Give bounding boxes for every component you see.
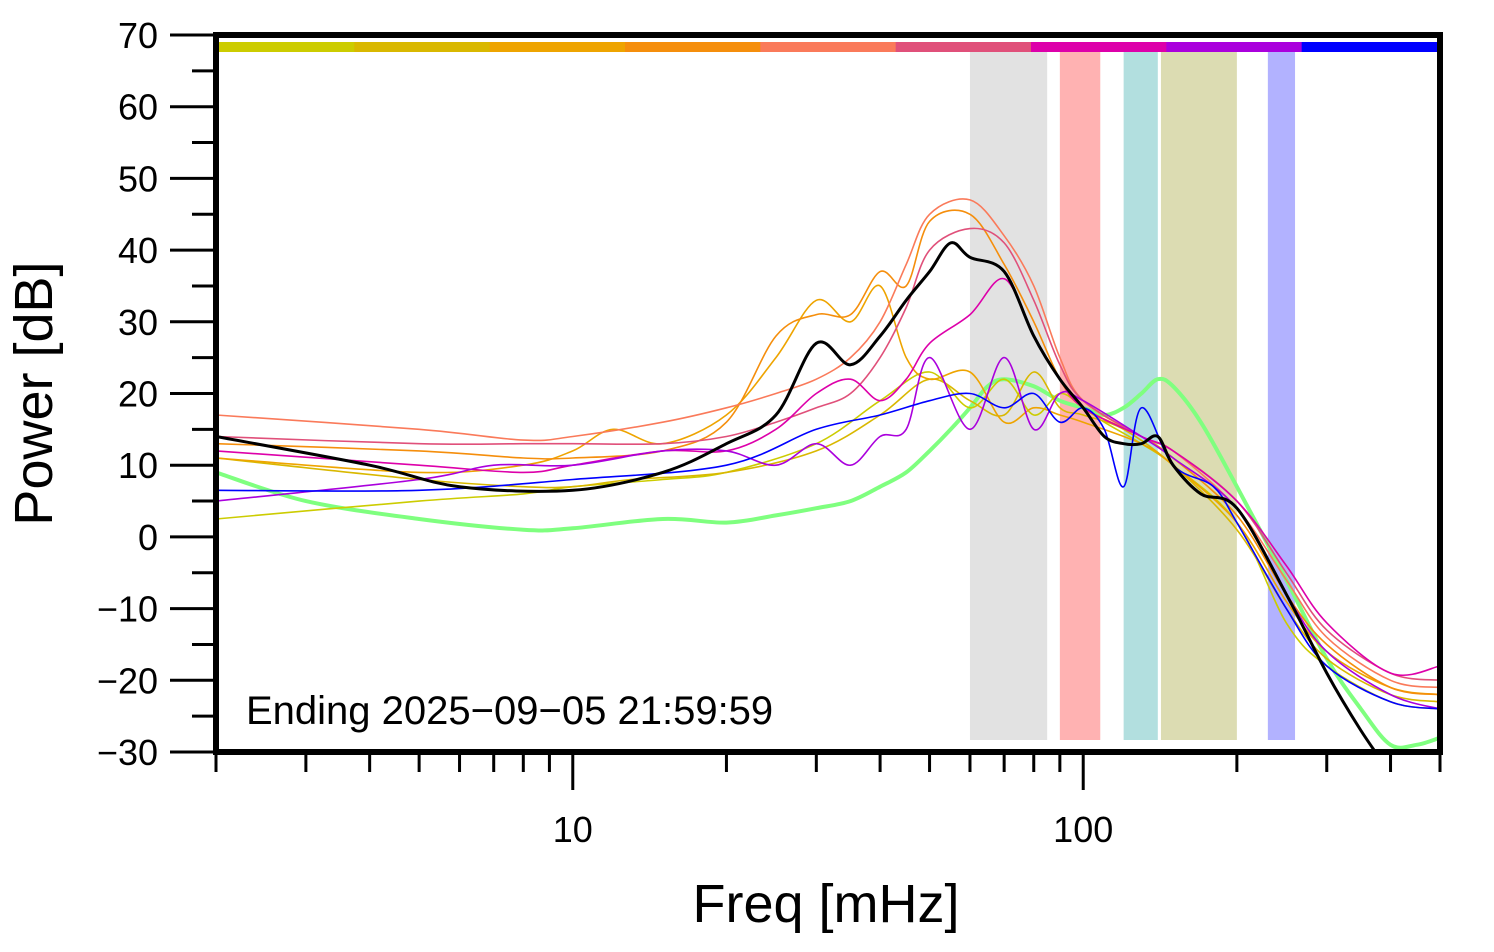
color-bar-segment-5: [895, 42, 1032, 52]
y-tick-label: 40: [118, 230, 158, 271]
top-color-bar: [219, 42, 1438, 52]
y-tick-label: 30: [118, 302, 158, 343]
color-bar-segment-8: [1301, 42, 1438, 52]
ending-timestamp: Ending 2025−09−05 21:59:59: [246, 689, 773, 733]
band-4: [1267, 52, 1296, 740]
y-tick-label: 70: [118, 15, 158, 56]
color-bar-segment-0: [219, 42, 355, 52]
y-tick-label: −30: [97, 732, 158, 773]
x-tick-label: 100: [1053, 809, 1113, 850]
y-axis-title: Power [dB]: [4, 261, 64, 525]
color-bar-segment-1: [354, 42, 491, 52]
series-lines: [216, 198, 1440, 752]
plot-frame: [213, 32, 1443, 755]
x-axis-title: Freq [mHz]: [692, 874, 959, 934]
y-tick-label: 60: [118, 87, 158, 128]
y-axis: −30 −20 −10 0 10 20 30 40 50 60 70: [97, 15, 216, 773]
y-tick-label: 20: [118, 374, 158, 415]
y-tick-label: −20: [97, 660, 158, 701]
color-bar-segment-2: [489, 42, 626, 52]
series-line-4: [216, 209, 1440, 696]
frequency-bands: [969, 52, 1296, 740]
color-bar-segment-7: [1166, 42, 1303, 52]
band-3: [1160, 52, 1237, 740]
y-tick-label: −10: [97, 589, 158, 630]
band-1: [1059, 52, 1101, 740]
y-tick-label: 50: [118, 158, 158, 199]
x-axis: 10 100: [214, 752, 1442, 850]
color-bar-segment-6: [1031, 42, 1167, 52]
y-tick-label: 10: [118, 445, 158, 486]
y-tick-label: 0: [138, 517, 158, 558]
band-0: [969, 52, 1048, 740]
x-tick-label: 10: [553, 809, 593, 850]
color-bar-segment-3: [625, 42, 761, 52]
series-line-6: [216, 227, 1440, 682]
color-bar-segment-4: [760, 42, 897, 52]
series-line-10: [216, 241, 1378, 752]
